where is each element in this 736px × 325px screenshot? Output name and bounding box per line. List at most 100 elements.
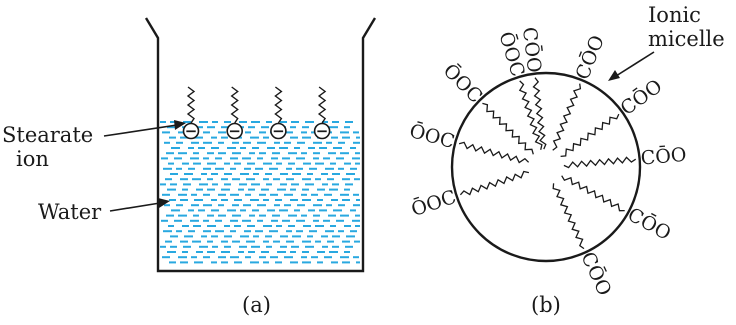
water-dash [350,167,357,170]
water-dash [244,167,251,170]
water-dash [196,188,203,191]
water-dash [240,235,249,238]
water-dash [194,136,203,139]
water-dash [194,261,203,264]
water-dash [232,141,239,144]
water-dash [292,173,301,175]
water-dash [353,193,359,196]
hydrocarbon-tail [186,86,196,124]
water-label: Water [38,200,102,224]
water-dash [184,173,193,175]
water-dash [190,219,199,222]
water-dash [356,261,360,264]
water-dash [321,235,328,238]
water-dash [253,235,259,238]
water-dash [178,152,187,155]
water-dash [170,235,178,238]
water-dash [191,256,197,259]
water-dash [327,240,334,243]
water-dash [340,214,349,217]
water-dash [174,157,182,160]
water-dash [224,121,231,123]
hydrocarbon-tail [552,183,585,250]
water-dash [302,136,311,139]
water-dash [267,147,275,149]
water-dash [218,141,224,144]
water-dash [296,167,303,170]
water-dash [199,245,208,248]
water-dash [240,147,246,149]
water-dash [164,204,170,207]
hydrocarbon-tail [230,86,239,124]
water-dash [274,141,280,144]
carboxylate-head-label: CŌO [640,143,688,170]
water-dash [342,199,350,201]
water-dash [313,157,319,160]
water-dash [188,209,194,212]
water-dash [311,193,318,196]
water-dash [249,214,255,217]
water-dash [207,152,214,155]
water-dash [193,225,201,227]
water-dash [163,230,172,233]
water-dash [180,240,188,243]
water-dash [266,183,272,186]
water-dash [176,167,182,170]
water-dash [266,245,272,248]
water-dash [305,245,314,248]
water-dash [313,152,320,155]
water-dash [245,131,251,134]
water-dash [180,178,188,181]
water-dash [288,152,297,155]
water-dash [288,162,295,165]
water-dash [326,204,332,207]
water-dash [261,251,269,253]
carboxylate-head-label: ŌOC [408,185,459,221]
water-dash [345,121,353,123]
water-dash [240,209,246,212]
water-dash [243,141,251,144]
water-dash [303,162,311,165]
hydrocarbon-tail [561,175,625,212]
water-dash [315,240,321,243]
water-dash [178,256,187,259]
water-dash [305,183,314,186]
water-dash [251,121,260,123]
water-dash [296,157,305,160]
water-dash [305,121,314,123]
water-dash [288,225,295,227]
water-dash [224,173,232,175]
water-dash [344,162,351,165]
water-dash [263,240,269,243]
water-dash [296,219,305,222]
water-dash [161,157,168,160]
water-dash [162,193,170,196]
water-dash [224,235,232,238]
water-dash [180,261,188,264]
water-dash [165,240,172,243]
water-dash [183,183,191,186]
water-dash [232,178,240,181]
water-dash [354,178,360,181]
water-dash [238,188,244,191]
water-dash [224,183,231,186]
water-dash [242,219,251,222]
water-dash [280,183,287,186]
water-dash [309,167,317,170]
water-dash [188,167,195,170]
water-dash [232,240,240,243]
water-dash [196,126,203,129]
ionic-head [226,122,243,140]
water-dash [161,219,168,222]
water-dash [307,173,313,175]
water-dash [249,152,255,155]
water-dash [232,214,241,217]
water-dash [290,199,298,201]
water-dash [203,141,212,144]
water-dash [169,136,176,139]
charge-sign: − [316,122,329,140]
water-dash [211,235,218,238]
water-dash [190,157,199,160]
water-dash [184,235,193,238]
water-dash [250,261,259,264]
